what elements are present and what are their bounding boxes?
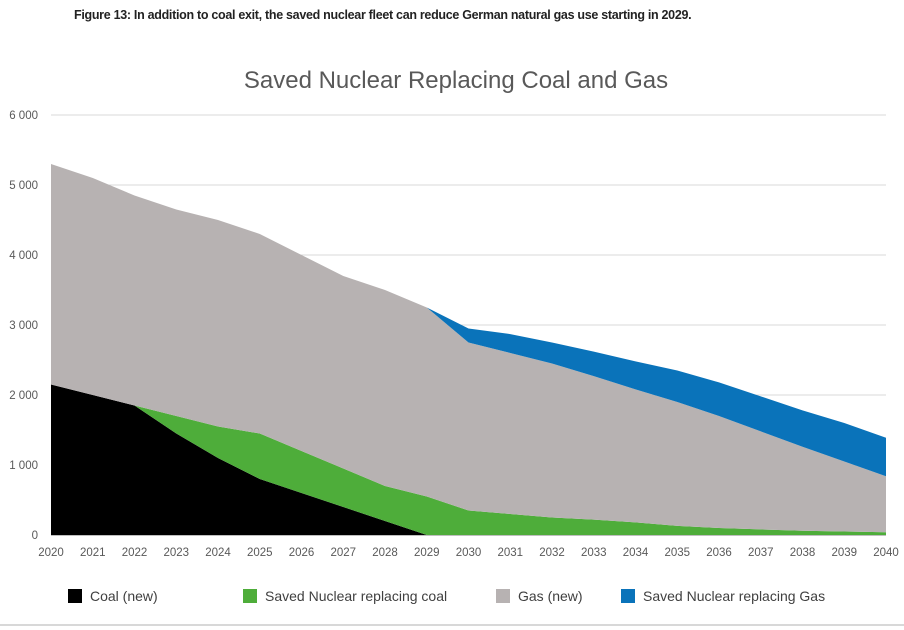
y-tick-label: 2 000	[9, 390, 38, 402]
x-tick-label: 2022	[122, 547, 148, 559]
x-tick-label: 2030	[456, 547, 482, 559]
y-tick-label: 1 000	[9, 460, 38, 472]
y-tick-label: 5 000	[9, 180, 38, 192]
x-tick-label: 2038	[790, 547, 816, 559]
x-tick-label: 2028	[372, 547, 398, 559]
x-tick-label: 2020	[38, 547, 64, 559]
figure-caption: Figure 13: In addition to coal exit, the…	[74, 8, 692, 22]
x-tick-label: 2039	[831, 547, 857, 559]
area-coal	[51, 384, 886, 535]
legend-swatch-gas	[496, 589, 510, 603]
x-tick-label: 2035	[664, 547, 690, 559]
legend-item-nuclear-gas: Saved Nuclear replacing Gas	[621, 588, 825, 604]
x-tick-label: 2034	[623, 547, 649, 559]
x-tick-label: 2031	[497, 547, 523, 559]
x-tick-label: 2029	[414, 547, 440, 559]
legend-label-coal: Coal (new)	[90, 588, 158, 604]
x-tick-label: 2026	[289, 547, 315, 559]
legend-swatch-nuclear-gas	[621, 589, 635, 603]
x-tick-label: 2024	[205, 547, 231, 559]
y-axis-tick-labels: 0 1 000 2 000 3 000 4 000 5 000 6 000	[9, 110, 38, 542]
x-tick-label: 2040	[873, 547, 899, 559]
x-tick-label: 2036	[706, 547, 732, 559]
area-nuclear-replacing-gas	[51, 164, 886, 477]
bottom-rule	[0, 624, 904, 626]
legend-label-gas: Gas (new)	[518, 588, 583, 604]
area-series	[51, 164, 886, 535]
legend-item-gas: Gas (new)	[496, 588, 583, 604]
area-gas	[51, 164, 886, 533]
legend-item-coal: Coal (new)	[68, 588, 158, 604]
legend-label-nuclear-gas: Saved Nuclear replacing Gas	[643, 588, 826, 604]
y-tick-label: 6 000	[9, 110, 38, 122]
y-tick-label: 4 000	[9, 250, 38, 262]
x-tick-label: 2021	[80, 547, 106, 559]
x-tick-label: 2033	[581, 547, 607, 559]
legend-swatch-coal	[68, 589, 82, 603]
legend-label-nuclear-coal: Saved Nuclear replacing coal	[265, 588, 448, 604]
x-tick-label: 2025	[247, 547, 273, 559]
x-tick-label: 2032	[539, 547, 565, 559]
y-tick-label: 3 000	[9, 320, 38, 332]
x-axis-tick-labels: 2020 2021 2022 2023 2024 2025 2026 2027 2028 2029…	[38, 547, 899, 559]
legend-item-nuclear-coal: Saved Nuclear replacing coal	[243, 588, 447, 604]
y-tick-label: 0	[32, 530, 38, 542]
x-tick-label: 2037	[748, 547, 774, 559]
legend: Coal (new) Saved Nuclear replacing coal …	[0, 588, 904, 610]
x-tick-label: 2027	[330, 547, 356, 559]
x-tick-label: 2023	[163, 547, 189, 559]
legend-swatch-nuclear-coal	[243, 589, 257, 603]
chart-title: Saved Nuclear Replacing Coal and Gas	[244, 67, 668, 94]
